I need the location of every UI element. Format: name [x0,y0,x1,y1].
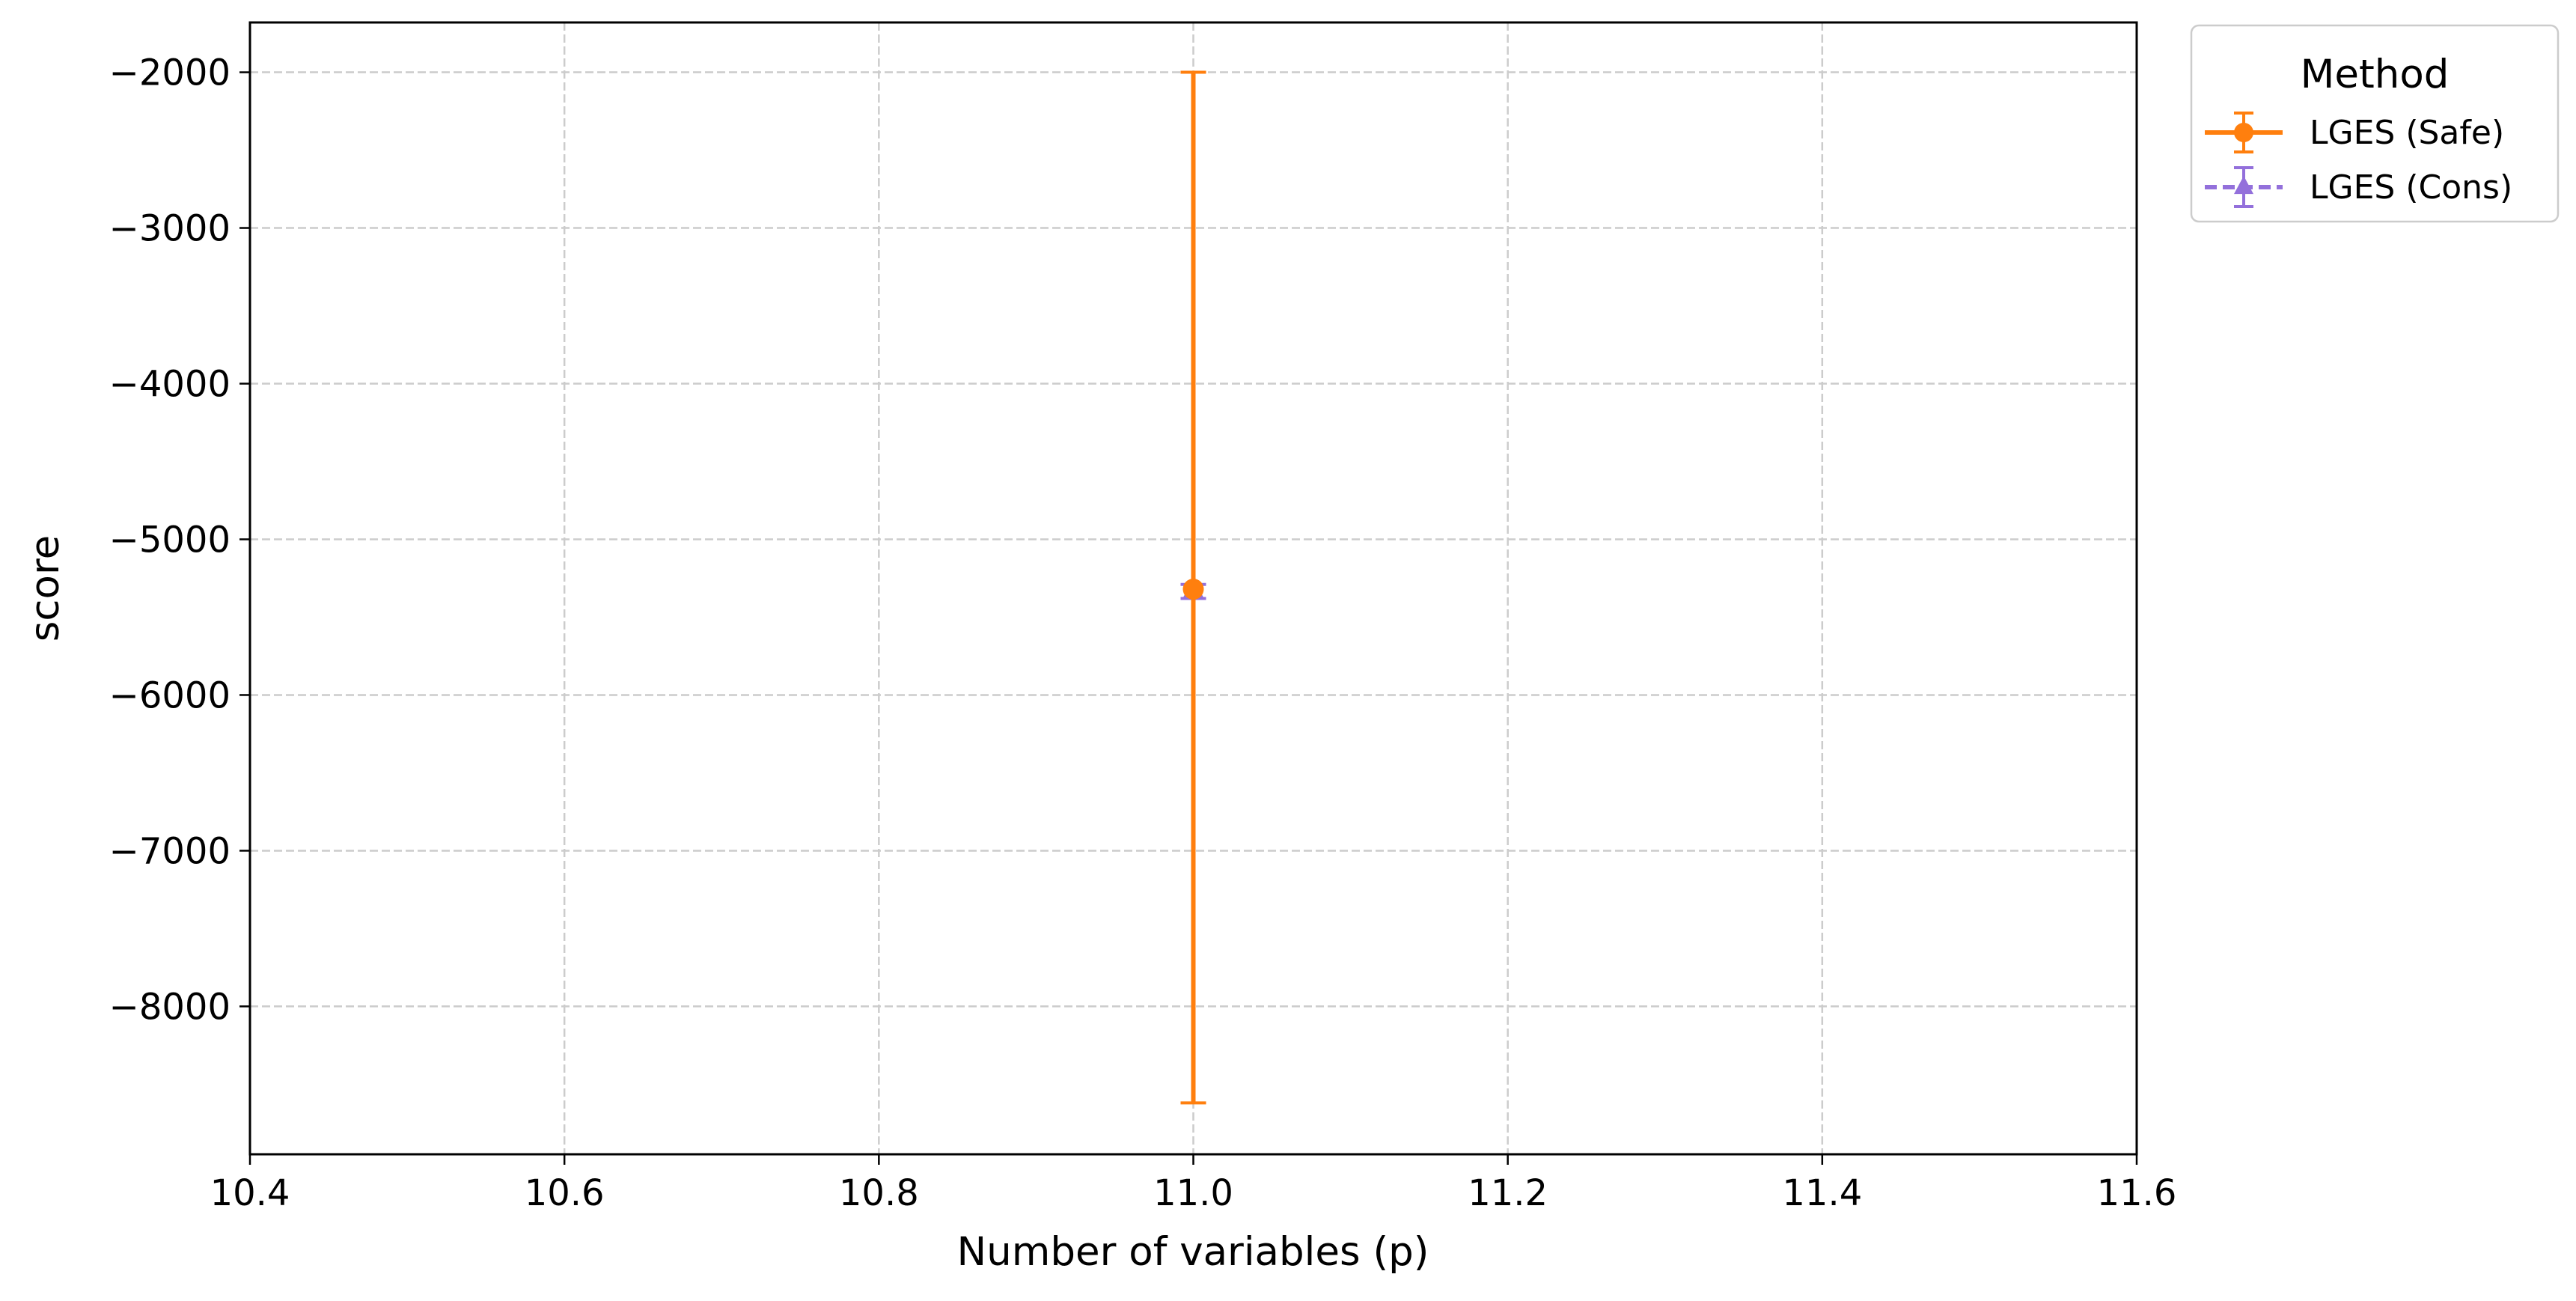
legend-title: Method [2301,52,2450,97]
legend-marker [2234,123,2253,142]
legend-entries: LGES (Safe) LGES (Cons) [2205,112,2512,208]
y-tick-label: −2000 [109,52,231,94]
y-axis-label: score [22,535,68,642]
legend-marker [2234,176,2253,195]
legend: Method LGES (Safe) LGES (Cons) [2190,24,2560,223]
x-tick-label: 10.6 [525,1172,605,1214]
x-tick-label: 11.0 [1153,1172,1233,1214]
data-point [1182,579,1204,600]
legend-label: LGES (Cons) [2310,168,2512,207]
x-tick-label: 11.6 [2097,1172,2177,1214]
x-tick-label: 11.2 [1468,1172,1548,1214]
x-tick-label: 11.4 [1782,1172,1862,1214]
y-tick-label: −5000 [109,519,231,561]
legend-entry: LGES (Cons) [2205,166,2512,208]
legend-entry: LGES (Safe) [2205,112,2504,153]
x-tick-label: 10.4 [210,1172,290,1214]
y-tick-label: −4000 [109,364,231,406]
y-tick-label: −7000 [109,830,231,872]
series-0 [1180,70,1206,1105]
x-axis-label: Number of variables (p) [957,1229,1429,1275]
series-layer [1180,70,1206,1105]
x-tick-label: 10.8 [839,1172,919,1214]
y-tick-label: −8000 [109,986,231,1028]
y-tick-label: −3000 [109,208,231,250]
legend-label: LGES (Safe) [2310,114,2504,152]
y-tick-label: −6000 [109,674,231,716]
tick-layer: 10.4 10.6 10.8 11.0 11.2 11.4 11.6 −2000 −3000 −4… [109,52,2177,1214]
legend-box [2190,24,2560,223]
